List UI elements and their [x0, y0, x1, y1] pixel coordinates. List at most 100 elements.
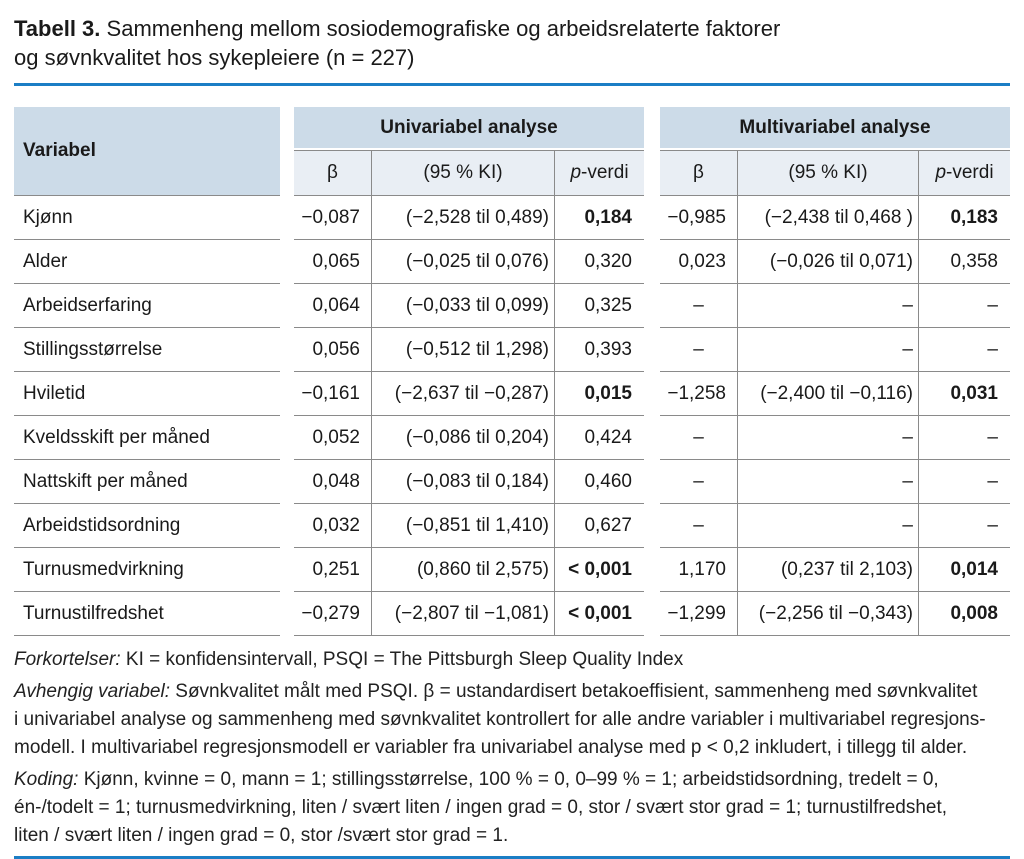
multi-pvalue: – [918, 504, 1010, 548]
column-gap [644, 372, 660, 416]
note-coding: Koding: Kjønn, kvinne = 0, mann = 1; sti… [14, 766, 1010, 850]
title-line-1: Tabell 3. Sammenheng mellom sosiodemogra… [14, 14, 1010, 43]
table-header-row: Variabel Univariabel analyse β (95 % KI)… [14, 107, 1010, 196]
uni-ki: (−2,807 til −1,081) [371, 592, 554, 636]
uni-pvalue: 0,424 [554, 416, 644, 460]
multi-ki: (−2,438 til 0,468 ) [737, 196, 918, 240]
multivariate-values: −0,985 (−2,438 til 0,468 ) 0,183 [660, 196, 1010, 240]
note-line: Søvnkvalitet målt med PSQI. β = ustandar… [175, 681, 978, 702]
variable-name: Alder [14, 240, 280, 284]
header-multivariate-group: Multivariabel analyse [660, 107, 1010, 148]
column-gap [280, 240, 294, 284]
multi-pvalue: 0,014 [918, 548, 1010, 592]
uni-ki: (−0,083 til 0,184) [371, 460, 554, 504]
uni-pvalue: 0,184 [554, 196, 644, 240]
note-label: Forkortelser: [14, 649, 121, 670]
multivariate-values: 1,170 (0,237 til 2,103) 0,014 [660, 548, 1010, 592]
table-row: Kveldsskift per måned 0,052 (−0,086 til … [14, 416, 1010, 460]
table-row: Arbeidserfaring 0,064 (−0,033 til 0,099)… [14, 284, 1010, 328]
header-multi-beta: β [693, 162, 704, 183]
table-row: Turnustilfredshet −0,279 (−2,807 til −1,… [14, 592, 1010, 636]
column-gap [280, 504, 294, 548]
uni-pvalue: 0,393 [554, 328, 644, 372]
uni-ki: (−0,512 til 1,298) [371, 328, 554, 372]
uni-pvalue: 0,015 [554, 372, 644, 416]
multi-ki: (−2,400 til −0,116) [737, 372, 918, 416]
uni-beta: 0,052 [294, 416, 371, 460]
univariate-values: −0,279 (−2,807 til −1,081) < 0,001 [294, 592, 644, 636]
column-gap [644, 592, 660, 636]
uni-pvalue: 0,320 [554, 240, 644, 284]
multi-beta: 1,170 [660, 548, 737, 592]
multi-beta: – [660, 284, 737, 328]
uni-beta: 0,048 [294, 460, 371, 504]
multi-ki: – [737, 284, 918, 328]
univariate-values: 0,064 (−0,033 til 0,099) 0,325 [294, 284, 644, 328]
header-multi-pvalue: p -verdi [918, 151, 1010, 195]
univariate-values: 0,052 (−0,086 til 0,204) 0,424 [294, 416, 644, 460]
variable-name: Nattskift per måned [14, 460, 280, 504]
column-gap [280, 107, 294, 196]
header-univariate-group: Univariabel analyse [294, 107, 644, 148]
column-gap [280, 416, 294, 460]
column-gap [644, 196, 660, 240]
multi-ki: – [737, 504, 918, 548]
multi-ki: – [737, 460, 918, 504]
column-gap [644, 107, 660, 196]
multi-pvalue: 0,031 [918, 372, 1010, 416]
univariate-values: 0,056 (−0,512 til 1,298) 0,393 [294, 328, 644, 372]
uni-beta: −0,087 [294, 196, 371, 240]
multi-ki: – [737, 416, 918, 460]
variable-name: Arbeidstidsordning [14, 504, 280, 548]
univariate-subheader-row: β (95 % KI) p -verdi [294, 150, 644, 196]
multi-beta: −0,985 [660, 196, 737, 240]
column-gap [280, 460, 294, 504]
multi-ki: (−2,256 til −0,343) [737, 592, 918, 636]
note-line: i univariabel analyse og sammenheng med … [14, 709, 986, 730]
univariate-values: −0,161 (−2,637 til −0,287) 0,015 [294, 372, 644, 416]
title-prefix: Tabell 3. [14, 16, 101, 41]
multivariate-values: −1,299 (−2,256 til −0,343) 0,008 [660, 592, 1010, 636]
column-gap [644, 504, 660, 548]
uni-beta: 0,251 [294, 548, 371, 592]
header-uni-beta: β [327, 162, 338, 183]
uni-ki: (−0,025 til 0,076) [371, 240, 554, 284]
column-gap [280, 284, 294, 328]
variable-name: Turnusmedvirkning [14, 548, 280, 592]
uni-beta: 0,032 [294, 504, 371, 548]
multivariate-values: – – – [660, 504, 1010, 548]
variable-name: Kjønn [14, 196, 280, 240]
multi-beta: – [660, 460, 737, 504]
variable-name: Hviletid [14, 372, 280, 416]
note-line: én-/todelt = 1; turnusmedvirkning, liten… [14, 797, 948, 818]
multi-ki: – [737, 328, 918, 372]
multivariate-subheader-row: β (95 % KI) p -verdi [660, 150, 1010, 196]
results-table: Variabel Univariabel analyse β (95 % KI)… [14, 107, 1010, 636]
column-gap [280, 328, 294, 372]
column-gap [280, 548, 294, 592]
multi-beta: – [660, 328, 737, 372]
variable-name: Turnustilfredshet [14, 592, 280, 636]
note-line: liten / svært liten / ingen grad = 0, st… [14, 825, 509, 846]
uni-pvalue: 0,627 [554, 504, 644, 548]
multi-beta: −1,299 [660, 592, 737, 636]
multi-beta: – [660, 504, 737, 548]
column-gap [280, 592, 294, 636]
uni-ki: (−2,637 til −0,287) [371, 372, 554, 416]
uni-ki: (−2,528 til 0,489) [371, 196, 554, 240]
column-gap [644, 284, 660, 328]
uni-ki: (−0,851 til 1,410) [371, 504, 554, 548]
note-label: Avhengig variabel: [14, 681, 170, 702]
multi-pvalue: 0,183 [918, 196, 1010, 240]
multi-pvalue: 0,008 [918, 592, 1010, 636]
multivariate-values: −1,258 (−2,400 til −0,116) 0,031 [660, 372, 1010, 416]
multivariate-values: – – – [660, 416, 1010, 460]
note-line: modell. I multivariabel regresjonsmodell… [14, 737, 968, 758]
note-line: Kjønn, kvinne = 0, mann = 1; stillingsst… [83, 769, 939, 790]
multi-pvalue: – [918, 460, 1010, 504]
multivariate-header-group: Multivariabel analyse β (95 % KI) p -verd… [660, 107, 1010, 196]
top-accent-rule [14, 83, 1010, 86]
table-row: Turnusmedvirkning 0,251 (0,860 til 2,575… [14, 548, 1010, 592]
note-line: KI = konfidensintervall, PSQI = The Pitt… [125, 649, 684, 670]
